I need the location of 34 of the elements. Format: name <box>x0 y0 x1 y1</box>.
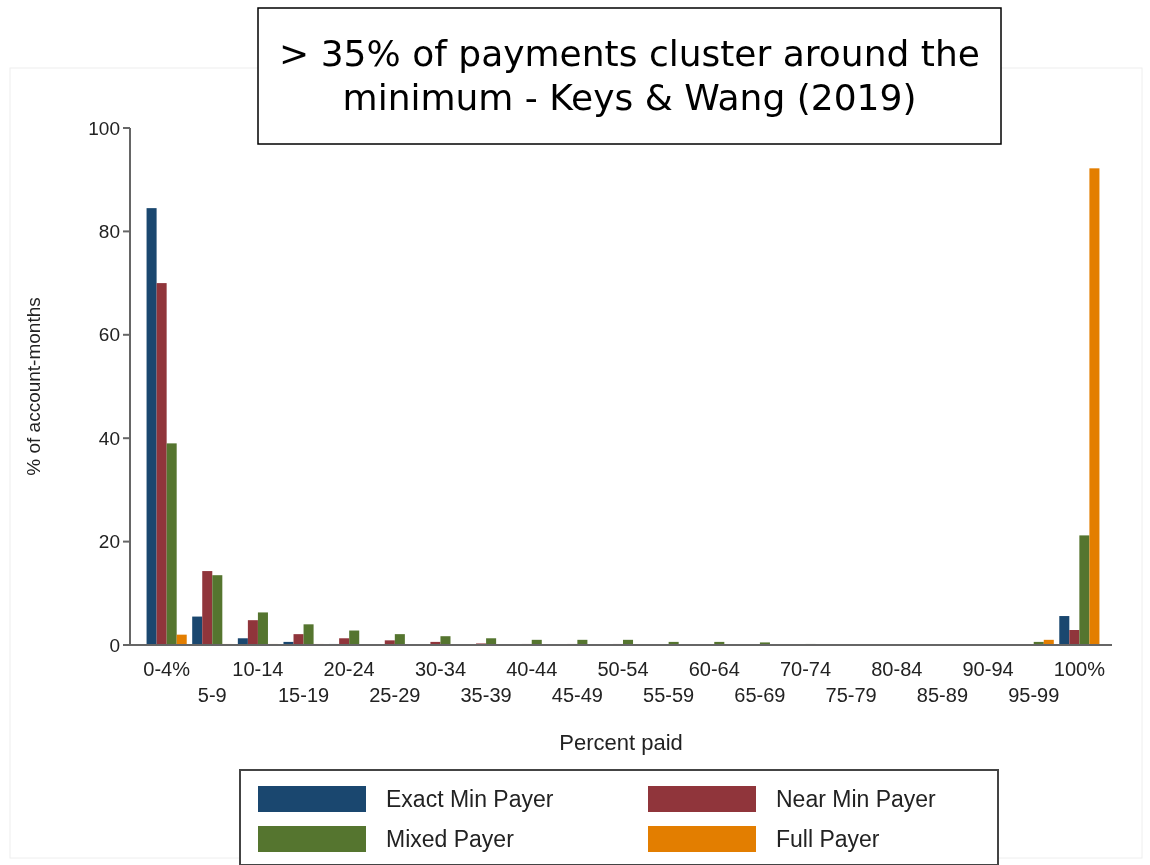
y-tick-label: 80 <box>98 221 120 243</box>
x-tick-label: 50-54 <box>597 658 649 680</box>
x-tick-label: 100% <box>1053 658 1106 680</box>
x-tick-label: 10-14 <box>232 658 284 680</box>
x-tick-label: 25-29 <box>369 684 421 706</box>
x-tick-label: 70-74 <box>779 658 832 680</box>
x-tick-label: 65-69 <box>734 684 786 706</box>
x-tick-label: 85-89 <box>916 684 969 706</box>
x-tick-label: 75-79 <box>825 684 877 706</box>
legend-label: Full Payer <box>776 826 880 853</box>
legend-label: Near Min Payer <box>776 786 937 813</box>
x-tick-label: 15-19 <box>277 684 330 706</box>
x-axis-title: Percent paid <box>559 730 683 755</box>
x-tick-label: 30-34 <box>414 658 467 680</box>
x-tick-label: 80-84 <box>871 658 923 680</box>
y-axis-title: % of account-months <box>23 297 44 476</box>
legend-label: Mixed Payer <box>386 826 515 853</box>
x-tick-label: 95-99 <box>1008 684 1060 706</box>
x-tick-label: 60-64 <box>688 658 740 680</box>
y-tick-label: 0 <box>109 634 120 656</box>
x-tick-label: 40-44 <box>506 658 558 680</box>
x-tick-label: 55-59 <box>643 684 695 706</box>
y-tick-label: 20 <box>98 531 120 553</box>
x-tick-label: 90-94 <box>962 658 1014 680</box>
x-tick-label: 0-4% <box>143 658 191 680</box>
chart-title: > 35% of payments cluster around the minimum - Keys & Wang (2019) <box>258 8 1001 144</box>
x-tick-label: 35-39 <box>460 684 512 706</box>
y-tick-label: 60 <box>98 324 120 346</box>
x-tick-label: 20-24 <box>323 658 375 680</box>
y-tick-label: 40 <box>98 427 120 449</box>
y-tick-label: 100 <box>88 117 120 139</box>
x-tick-label: 5-9 <box>197 684 227 706</box>
legend-label: Exact Min Payer <box>386 786 554 813</box>
x-tick-label: 45-49 <box>551 684 603 706</box>
